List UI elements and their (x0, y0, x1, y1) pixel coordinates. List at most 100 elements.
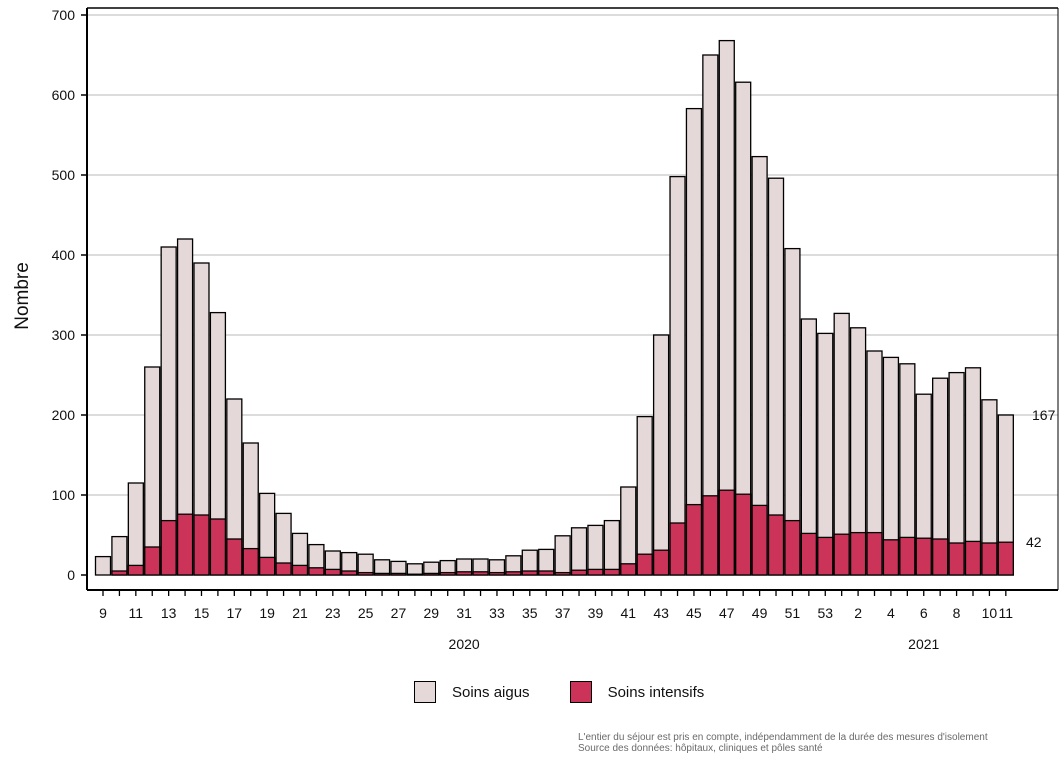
y-axis-ticks: 0 100 200 300 400 500 600 700 (52, 7, 87, 583)
bar-soins-aigus (554, 535, 571, 576)
x-tick-label: 43 (653, 605, 669, 621)
x-tick-label: 15 (194, 605, 210, 621)
year-label: 2020 (449, 636, 480, 652)
gridlines (87, 14, 1058, 496)
bar-soins-intensifs (160, 519, 177, 576)
bar-soins-intensifs (866, 531, 883, 576)
bar-soins-intensifs (620, 563, 637, 576)
bar-soins-intensifs (981, 542, 998, 576)
x-tick-label: 6 (920, 605, 928, 621)
legend-label-soins-intensifs: Soins intensifs (607, 683, 705, 701)
x-tick-label: 21 (292, 605, 308, 621)
legend-swatch-soins-aigus (414, 681, 436, 703)
bar-soins-aigus (620, 486, 637, 576)
end-label-intensive: 42 (1026, 534, 1042, 550)
legend-item-soins-aigus: Soins aigus (414, 681, 530, 703)
bar-soins-intensifs (899, 536, 916, 576)
x-tick-label: 11 (999, 605, 1014, 621)
footnote-line-1: L'entier du séjour est pris en compte, i… (578, 732, 988, 743)
bar-soins-aigus (636, 415, 653, 576)
bar-soins-intensifs (948, 542, 965, 576)
bar-soins-intensifs (718, 489, 735, 576)
x-axis-ticks: 9 11 13 15 17 19 21 23 25 27 29 31 33 35 37 39 41 43 45 47 4… (99, 590, 1013, 621)
bar-soins-intensifs (406, 573, 424, 576)
bar-soins-intensifs (472, 571, 489, 576)
bar-soins-intensifs (587, 568, 604, 576)
bar-soins-intensifs (423, 572, 440, 576)
bar-soins-intensifs (915, 537, 932, 576)
bar-soins-intensifs (652, 549, 670, 576)
x-tick-label: 17 (227, 605, 243, 621)
x-tick-label: 31 (456, 605, 472, 621)
bar-soins-intensifs (488, 571, 506, 576)
axes (86, 7, 1059, 591)
bar-soins-intensifs (439, 571, 456, 576)
year-label: 2021 (908, 636, 939, 652)
bar-soins-aigus (373, 559, 391, 576)
bar-soins-intensifs (455, 571, 473, 576)
bar-soins-intensifs (390, 572, 407, 576)
footnote: L'entier du séjour est pris en compte, i… (578, 732, 988, 754)
bar-soins-aigus (94, 555, 112, 576)
bar-soins-intensifs (554, 571, 571, 576)
y-tick-label: 0 (67, 567, 75, 583)
x-tick-label: 41 (620, 605, 636, 621)
bar-soins-intensifs (767, 514, 785, 576)
bar-soins-intensifs (357, 571, 374, 576)
bar-soins-intensifs (521, 570, 538, 576)
bar-soins-intensifs (964, 540, 982, 576)
x-tick-label: 29 (424, 605, 440, 621)
bar-soins-intensifs (833, 533, 850, 576)
legend-item-soins-intensifs: Soins intensifs (569, 681, 705, 703)
bar-soins-aigus (587, 524, 604, 576)
bar-soins-intensifs (669, 522, 686, 576)
x-tick-label: 33 (489, 605, 505, 621)
bar-soins-intensifs (702, 495, 719, 576)
bar-soins-aigus (357, 553, 374, 576)
bar-soins-aigus (144, 366, 161, 576)
x-tick-label: 49 (752, 605, 768, 621)
legend-label-soins-aigus: Soins aigus (452, 683, 530, 701)
series-soins-intensifs (111, 489, 1014, 576)
bar-soins-intensifs (505, 571, 522, 576)
bar-soins-intensifs (341, 570, 358, 576)
y-tick-label: 200 (52, 407, 76, 423)
bar-soins-intensifs (308, 567, 325, 576)
footnote-line-2: Source des données: hôpitaux, cliniques … (578, 743, 823, 754)
bar-soins-aigus (570, 527, 588, 576)
x-tick-label: 27 (391, 605, 407, 621)
x-tick-label: 23 (325, 605, 341, 621)
bar-soins-intensifs (800, 532, 817, 576)
x-tick-label: 51 (785, 605, 801, 621)
bar-soins-intensifs (127, 564, 144, 576)
bar-soins-aigus (127, 482, 144, 576)
x-tick-label: 19 (259, 605, 275, 621)
y-axis-title: Nombre (12, 262, 33, 330)
x-tick-label: 39 (588, 605, 604, 621)
bar-soins-intensifs (603, 568, 621, 576)
x-tick-label: 53 (817, 605, 833, 621)
year-labels: 2020 2021 (449, 636, 940, 652)
y-tick-label: 500 (52, 167, 76, 183)
bar-soins-intensifs (751, 504, 768, 576)
legend-swatch-soins-intensifs (569, 681, 592, 703)
x-tick-label: 45 (686, 605, 702, 621)
end-label-total: 167 (1032, 407, 1056, 423)
series-soins-aigus (94, 39, 1014, 576)
x-tick-label: 37 (555, 605, 571, 621)
bar-soins-intensifs (882, 539, 900, 576)
y-tick-label: 700 (52, 7, 76, 23)
bar-soins-intensifs (242, 547, 259, 576)
x-tick-label: 47 (719, 605, 735, 621)
bar-soins-intensifs (849, 531, 867, 576)
x-tick-label: 9 (99, 605, 107, 621)
x-tick-label: 8 (953, 605, 961, 621)
x-tick-label: 35 (522, 605, 538, 621)
bar-soins-intensifs (817, 536, 834, 576)
bar-soins-intensifs (111, 570, 128, 576)
bar-soins-intensifs (209, 518, 227, 576)
bar-soins-intensifs (258, 556, 276, 576)
x-tick-label: 13 (161, 605, 177, 621)
bar-soins-intensifs (291, 564, 309, 576)
